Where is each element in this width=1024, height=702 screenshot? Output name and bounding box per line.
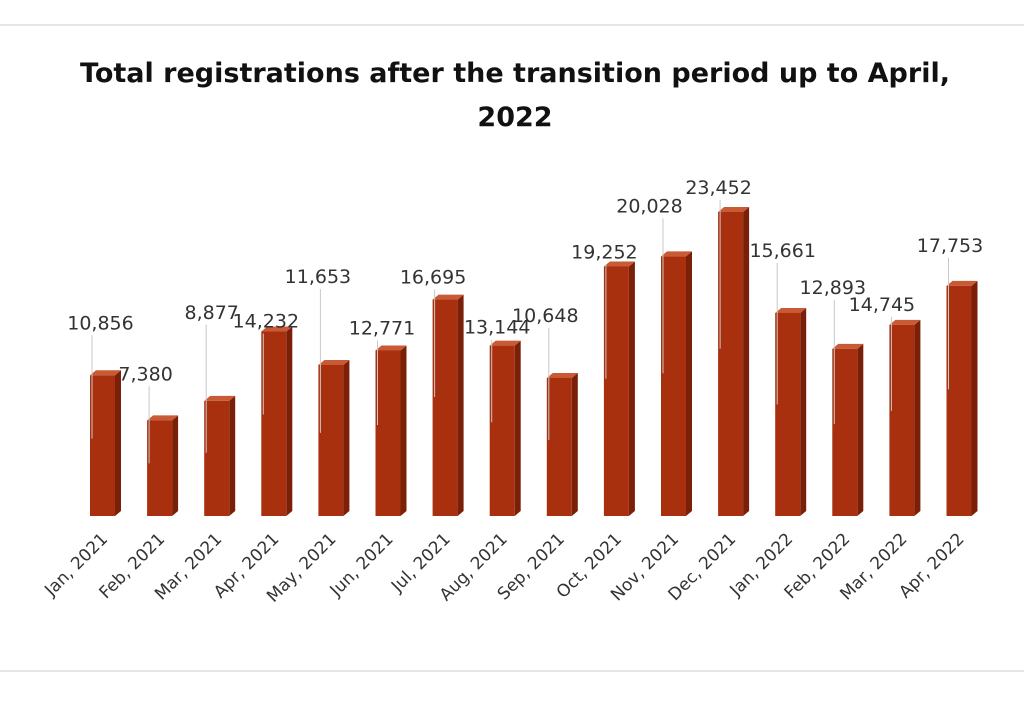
bar-top bbox=[603, 261, 635, 267]
bar-top bbox=[946, 280, 978, 286]
bar-top bbox=[489, 340, 521, 346]
bar bbox=[204, 400, 230, 516]
data-label: 12,893 bbox=[800, 277, 866, 299]
bar-side bbox=[400, 345, 407, 516]
bar bbox=[489, 345, 515, 516]
bar bbox=[90, 375, 115, 516]
data-label: 23,452 bbox=[685, 177, 751, 199]
data-label: 13,144 bbox=[464, 317, 530, 339]
bar-side bbox=[857, 343, 864, 516]
bar-side bbox=[286, 326, 293, 516]
bar-top bbox=[90, 370, 121, 376]
frame-bottom-border bbox=[0, 670, 1024, 672]
bar bbox=[147, 420, 173, 516]
bar-side bbox=[457, 294, 464, 516]
bar-top bbox=[661, 251, 692, 257]
bar-top bbox=[204, 395, 236, 401]
bar-side bbox=[343, 359, 350, 516]
bar bbox=[718, 212, 744, 516]
bar bbox=[261, 331, 287, 516]
bar-side bbox=[800, 307, 807, 516]
bar bbox=[661, 256, 686, 516]
data-label: 15,661 bbox=[749, 240, 815, 262]
bar bbox=[546, 377, 572, 516]
bar bbox=[832, 348, 858, 516]
bar-top bbox=[432, 294, 464, 300]
bar-top bbox=[261, 326, 293, 332]
data-label: 14,232 bbox=[233, 311, 299, 333]
bar-top bbox=[832, 343, 864, 349]
bar bbox=[946, 285, 972, 516]
bar-top bbox=[775, 307, 807, 313]
data-label: 11,653 bbox=[285, 266, 351, 288]
data-label: 10,856 bbox=[67, 312, 133, 334]
bar bbox=[432, 299, 458, 516]
bar-top bbox=[318, 359, 350, 365]
bar-side bbox=[514, 340, 521, 516]
bar-top bbox=[375, 345, 407, 351]
bar-top bbox=[718, 207, 750, 212]
data-label: 19,252 bbox=[571, 241, 637, 263]
bar-side bbox=[971, 280, 978, 516]
bar bbox=[375, 350, 401, 516]
bar-side bbox=[571, 372, 578, 516]
bar bbox=[603, 266, 629, 516]
bar-side bbox=[229, 395, 236, 516]
data-label: 14,745 bbox=[849, 294, 915, 316]
data-label: 20,028 bbox=[616, 195, 682, 217]
bar bbox=[889, 324, 915, 516]
bar bbox=[775, 312, 801, 516]
bar-side bbox=[914, 319, 921, 516]
frame-top-border bbox=[0, 24, 1024, 26]
data-label: 17,753 bbox=[917, 235, 983, 257]
bar-side bbox=[172, 415, 179, 516]
bar-side bbox=[115, 370, 121, 516]
bar-top bbox=[546, 372, 578, 378]
bar-top bbox=[889, 319, 921, 325]
chart-title: Total registrations after the transition… bbox=[80, 58, 950, 133]
data-label: 7,380 bbox=[118, 363, 172, 385]
data-label: 16,695 bbox=[400, 267, 466, 289]
data-label: 10,648 bbox=[512, 305, 578, 327]
bar-side bbox=[686, 251, 692, 517]
bar-side bbox=[743, 207, 750, 516]
data-label: 12,771 bbox=[349, 317, 415, 339]
bar-side bbox=[628, 261, 635, 516]
bar bbox=[318, 364, 344, 516]
data-label: 8,877 bbox=[184, 302, 238, 324]
bar-top bbox=[147, 415, 179, 421]
